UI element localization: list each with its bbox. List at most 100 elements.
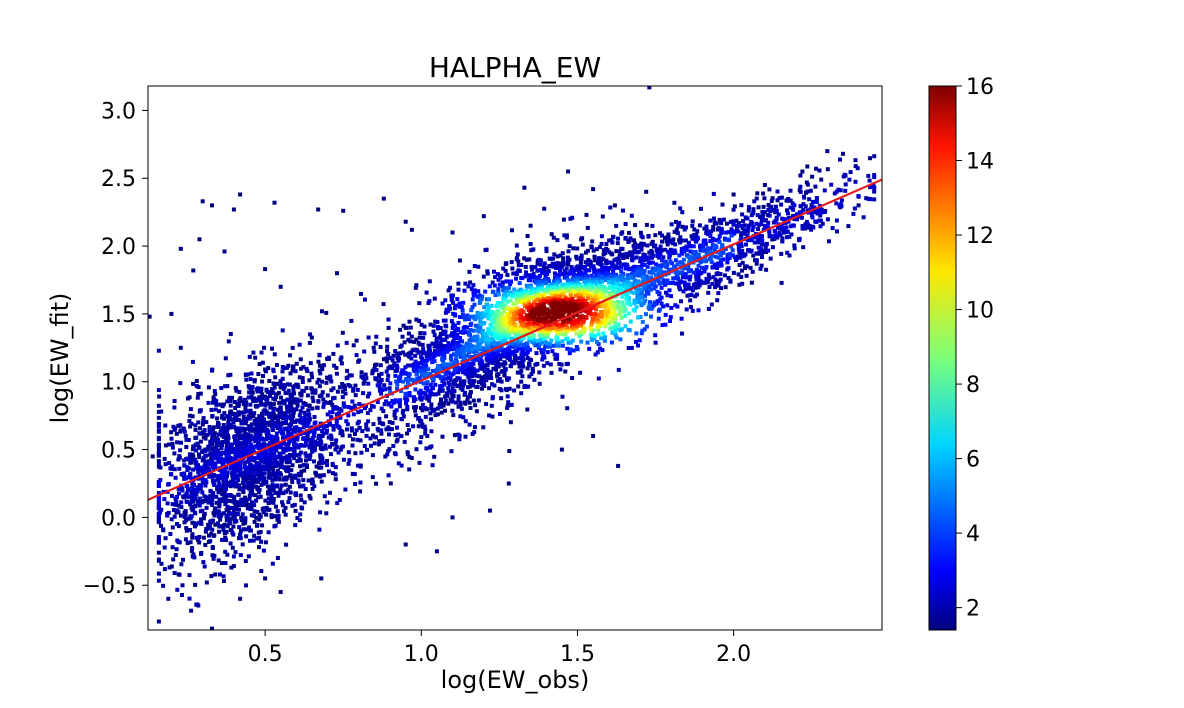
density-cell bbox=[176, 503, 181, 508]
density-cell bbox=[316, 399, 321, 404]
density-cell bbox=[188, 424, 193, 429]
density-cell bbox=[259, 402, 264, 407]
density-cell bbox=[297, 342, 302, 347]
density-cell bbox=[296, 471, 301, 476]
density-cell bbox=[467, 269, 472, 274]
density-cell bbox=[216, 558, 221, 563]
density-cell bbox=[592, 258, 597, 263]
density-cell bbox=[738, 255, 743, 260]
density-cell bbox=[284, 456, 288, 461]
density-cell bbox=[792, 243, 797, 248]
density-cell bbox=[233, 437, 237, 442]
density-cell bbox=[174, 510, 179, 515]
density-cell bbox=[254, 463, 259, 468]
density-cell bbox=[187, 457, 192, 462]
density-cell bbox=[262, 417, 266, 422]
density-cell bbox=[431, 356, 435, 361]
density-cell bbox=[604, 260, 609, 265]
density-cell bbox=[726, 238, 731, 243]
density-cell bbox=[745, 227, 750, 232]
density-cell bbox=[482, 305, 487, 310]
density-cell bbox=[736, 272, 741, 277]
density-cell bbox=[464, 325, 469, 330]
density-cell bbox=[170, 464, 175, 469]
density-cell bbox=[334, 421, 339, 425]
density-cell bbox=[694, 274, 699, 279]
density-cell bbox=[647, 303, 652, 308]
density-cell bbox=[760, 255, 764, 259]
density-cell bbox=[524, 341, 529, 346]
density-cell bbox=[592, 270, 597, 274]
density-cell bbox=[433, 382, 438, 387]
density-cell bbox=[741, 254, 746, 259]
density-cell bbox=[344, 419, 349, 424]
density-cell bbox=[234, 519, 239, 524]
density-cell bbox=[504, 261, 509, 266]
density-cell bbox=[495, 359, 500, 364]
density-cell bbox=[292, 456, 297, 461]
density-cell bbox=[275, 363, 279, 367]
density-cell bbox=[206, 385, 211, 390]
density-cell bbox=[316, 377, 321, 382]
density-cell bbox=[472, 264, 477, 268]
density-cell bbox=[156, 348, 161, 353]
density-cell bbox=[676, 224, 681, 229]
density-cell bbox=[461, 415, 466, 420]
density-cell bbox=[289, 475, 294, 480]
density-cell bbox=[271, 488, 276, 493]
density-cell bbox=[739, 233, 744, 238]
density-cell bbox=[254, 469, 259, 474]
density-cell bbox=[615, 276, 620, 281]
density-cell bbox=[754, 196, 759, 201]
density-cell bbox=[228, 403, 233, 408]
density-cell bbox=[229, 471, 234, 475]
density-cell bbox=[436, 364, 440, 369]
density-cell bbox=[278, 441, 283, 446]
density-cell bbox=[156, 491, 161, 495]
density-cell bbox=[292, 429, 297, 434]
density-cell bbox=[312, 459, 316, 464]
density-cell bbox=[575, 246, 580, 251]
density-cell bbox=[463, 317, 468, 322]
density-cell bbox=[184, 499, 189, 504]
density-cell bbox=[310, 486, 315, 491]
density-cell bbox=[641, 242, 646, 247]
density-cell bbox=[286, 468, 291, 473]
density-cell bbox=[639, 331, 644, 336]
density-cell bbox=[242, 417, 247, 422]
density-cell bbox=[735, 254, 740, 259]
density-cell bbox=[547, 264, 552, 268]
density-cell bbox=[275, 517, 280, 522]
density-cell bbox=[248, 408, 253, 413]
density-cell bbox=[435, 406, 440, 411]
density-cell bbox=[244, 527, 248, 532]
density-cell bbox=[667, 267, 672, 272]
density-cell bbox=[259, 350, 264, 355]
density-cell bbox=[250, 390, 255, 395]
density-cell bbox=[266, 411, 271, 416]
density-cell bbox=[399, 463, 404, 468]
density-cell bbox=[467, 379, 472, 384]
density-cell bbox=[666, 281, 671, 286]
density-cell bbox=[233, 412, 238, 417]
density-cell bbox=[430, 375, 435, 380]
density-cell bbox=[274, 392, 279, 397]
density-cell bbox=[254, 417, 259, 422]
density-cell bbox=[650, 279, 655, 284]
density-cell bbox=[564, 235, 569, 240]
density-cell bbox=[293, 491, 298, 496]
density-cell bbox=[678, 287, 682, 292]
density-cell bbox=[201, 560, 206, 565]
density-cell bbox=[658, 267, 662, 272]
density-cell bbox=[379, 388, 384, 392]
density-cell bbox=[645, 276, 649, 281]
density-cell bbox=[638, 291, 643, 296]
density-cell bbox=[203, 459, 208, 464]
density-cell bbox=[261, 396, 266, 401]
density-cell bbox=[387, 432, 391, 437]
density-cell bbox=[663, 247, 668, 252]
density-cell bbox=[451, 413, 456, 418]
density-cell bbox=[711, 275, 716, 280]
density-cell bbox=[709, 253, 713, 258]
density-cell bbox=[398, 398, 403, 403]
